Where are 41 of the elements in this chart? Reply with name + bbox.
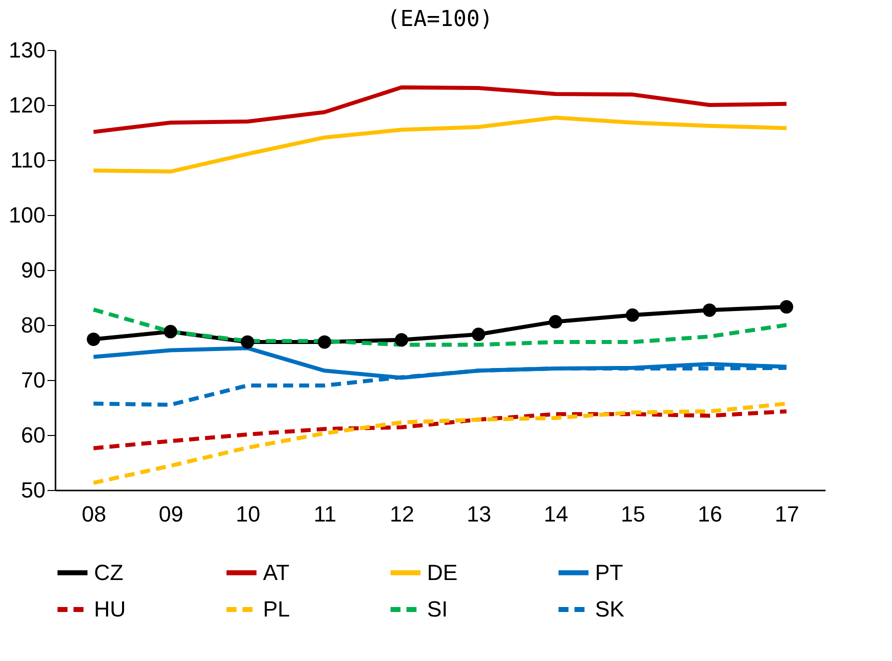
legend-label: HU (94, 596, 126, 622)
line-series (92, 116, 788, 174)
y-tick-label: 70 (21, 368, 46, 392)
y-tick-label: 110 (10, 148, 46, 172)
legend-label: PL (263, 596, 290, 622)
x-tick-label: 14 (544, 502, 568, 526)
point (318, 335, 332, 349)
point (626, 308, 640, 322)
x-tick-label: 11 (314, 502, 336, 526)
x-tick-label: 09 (158, 502, 184, 526)
legend-label: DE (427, 560, 458, 585)
x-tick-label: 12 (390, 502, 414, 526)
legend-label: AT (263, 560, 290, 585)
point (548, 315, 562, 328)
point (472, 328, 486, 342)
x-tick-label: 15 (620, 502, 646, 526)
y-tick-label: 50 (21, 478, 46, 502)
y-tick-label: 60 (21, 422, 46, 448)
x-tick-label: 16 (698, 502, 722, 526)
chart-title: (EA=100) (387, 7, 493, 32)
x-tick-label: 13 (466, 502, 492, 526)
point (164, 324, 178, 338)
point (240, 335, 254, 349)
line-series (92, 85, 788, 134)
y-tick-label: 90 (21, 258, 46, 282)
legend-label: SK (595, 596, 625, 622)
y-tick-label: 130 (8, 38, 46, 62)
legend-label: SI (427, 596, 448, 622)
legend-label: CZ (94, 560, 124, 585)
y-tick-label: 120 (8, 92, 46, 118)
x-tick-label: 17 (774, 502, 800, 526)
line-series (92, 409, 788, 450)
point (702, 303, 716, 317)
x-tick-label: 10 (236, 502, 260, 526)
point (86, 332, 100, 346)
point (780, 300, 794, 314)
point (394, 333, 408, 347)
y-tick-label: 80 (21, 312, 46, 338)
x-tick-label: 08 (82, 502, 106, 526)
legend-label: PT (595, 560, 624, 585)
y-tick-label: 100 (8, 202, 46, 228)
